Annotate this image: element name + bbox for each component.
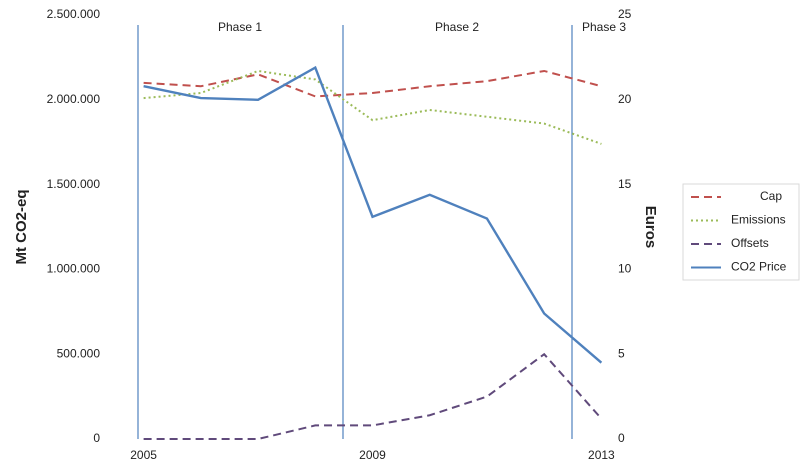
- legend-label: Cap: [760, 189, 782, 203]
- phase-label: Phase 3: [582, 20, 626, 34]
- y2-tick-label: 20: [618, 92, 632, 106]
- y-axis-title: Mt CO2-eq: [13, 190, 30, 265]
- legend-label: CO2 Price: [731, 260, 787, 274]
- y-tick-label: 1.500.000: [47, 177, 101, 191]
- phase-label: Phase 2: [435, 20, 479, 34]
- series-line: [143, 352, 603, 440]
- series-line: [143, 69, 602, 145]
- x-tick-label: 2013: [588, 448, 615, 462]
- legend-box: [682, 183, 800, 281]
- y2-tick-label: 5: [618, 346, 625, 360]
- series-line: [143, 69, 602, 98]
- y-tick-label: 2.000.000: [47, 92, 101, 106]
- y2-axis-title: Euros: [642, 206, 659, 249]
- phase-label: Phase 1: [218, 20, 262, 34]
- y2-tick-label: 25: [618, 7, 632, 21]
- y2-tick-label: 15: [618, 177, 632, 191]
- y-tick-label: 0: [93, 431, 100, 445]
- legend-label: Emissions: [731, 213, 786, 227]
- y-tick-label: 500.000: [57, 346, 101, 360]
- legend-label: Offsets: [731, 236, 769, 250]
- series-line: [143, 65, 603, 364]
- y-tick-label: 1.000.000: [47, 262, 101, 276]
- y2-tick-label: 0: [618, 431, 625, 445]
- y2-tick-label: 10: [618, 262, 632, 276]
- x-tick-label: 2009: [359, 448, 386, 462]
- x-tick-label: 2005: [130, 448, 157, 462]
- y-tick-label: 2.500.000: [47, 7, 101, 21]
